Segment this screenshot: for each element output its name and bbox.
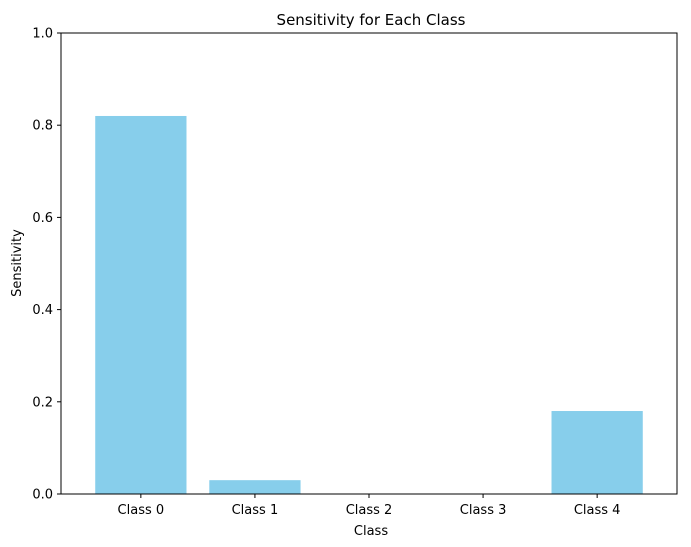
bar-class-4 bbox=[551, 411, 643, 494]
bar-class-1 bbox=[209, 480, 301, 494]
bars-group bbox=[95, 115, 643, 494]
y-axis-ticks: 0.0 0.2 0.4 0.6 0.8 1.0 bbox=[32, 27, 61, 503]
y-tick-label: 0.6 bbox=[32, 211, 53, 226]
plot-frame bbox=[60, 32, 678, 495]
y-tick-label: 0.4 bbox=[32, 303, 53, 318]
x-tick-label: Class 0 bbox=[118, 503, 165, 518]
x-axis-label: Class bbox=[354, 524, 388, 539]
x-tick-label: Class 3 bbox=[460, 503, 507, 518]
y-tick-label: 0.2 bbox=[32, 395, 53, 410]
x-tick-label: Class 4 bbox=[574, 503, 621, 518]
x-tick-label: Class 2 bbox=[346, 503, 393, 518]
x-axis-ticks: Class 0 Class 1 Class 2 Class 3 Class 4 bbox=[118, 494, 621, 518]
y-axis-label: Sensitivity bbox=[10, 229, 25, 297]
bar-class-0 bbox=[95, 115, 187, 494]
y-tick-label: 0.0 bbox=[32, 488, 53, 503]
y-tick-label: 1.0 bbox=[32, 27, 53, 42]
chart-title: Sensitivity for Each Class bbox=[277, 11, 466, 29]
y-tick-label: 0.8 bbox=[32, 119, 53, 134]
x-tick-label: Class 1 bbox=[232, 503, 279, 518]
